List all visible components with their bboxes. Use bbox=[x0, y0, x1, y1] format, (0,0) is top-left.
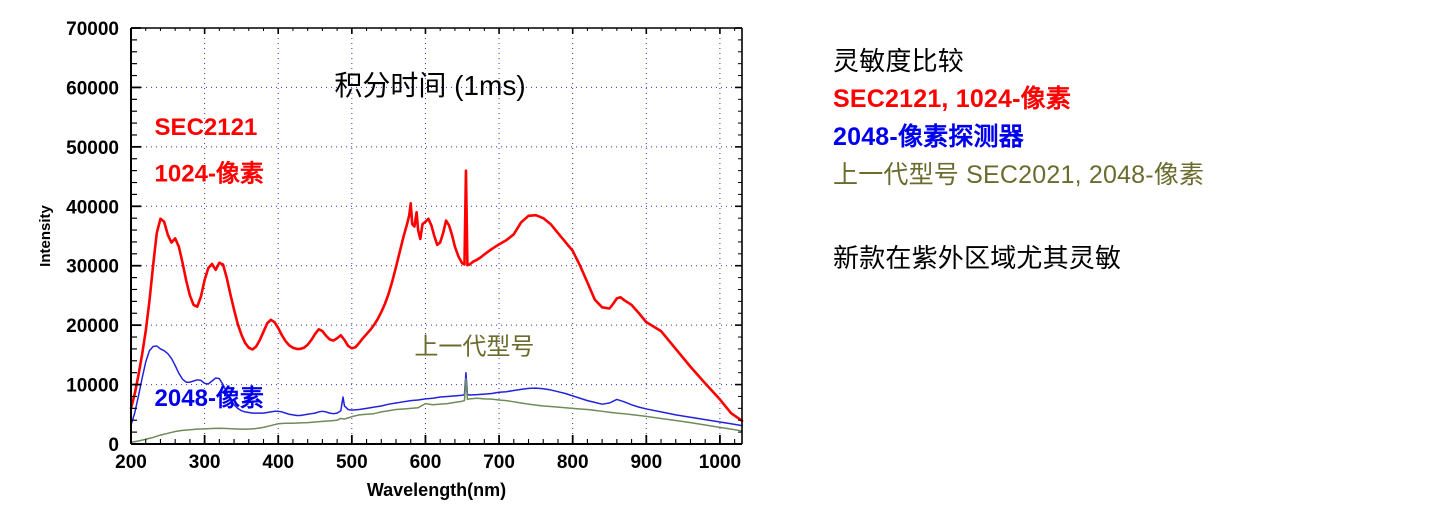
series-line-1 bbox=[129, 169, 744, 423]
x-tick-label: 600 bbox=[410, 452, 442, 473]
series-line-3 bbox=[130, 377, 743, 443]
plot-frame bbox=[130, 27, 743, 445]
annotation-2: 1024-像素 bbox=[155, 160, 264, 187]
spectrum-chart: 200 300 400 500 600 700 800 900 1000010000200003… bbox=[37, 19, 744, 500]
annotation-3: 2048-像素 bbox=[155, 385, 264, 412]
y-tick-label: 70000 bbox=[66, 19, 119, 40]
panel-footer-note: 新款在紫外区域尤其灵敏 bbox=[833, 243, 1122, 273]
y-tick-label: 0 bbox=[108, 435, 119, 456]
x-axis-title: Wavelength(nm) bbox=[367, 480, 506, 500]
annotation-1: SEC2121 bbox=[155, 114, 258, 141]
x-tick-label: 700 bbox=[483, 452, 515, 473]
y-tick-label: 10000 bbox=[66, 376, 119, 397]
data-series-group bbox=[129, 169, 744, 443]
chart-annotations: SEC2121 1024-像素 2048-像素 上一代型号 bbox=[155, 114, 535, 412]
x-tick-label: 300 bbox=[189, 452, 221, 473]
spacer bbox=[833, 201, 1423, 245]
x-tick-label: 200 bbox=[115, 452, 147, 473]
chart-title: 积分时间 (1ms) bbox=[334, 70, 525, 101]
y-tick-label: 50000 bbox=[66, 138, 119, 159]
panel-heading: 灵敏度比较 bbox=[833, 46, 965, 76]
y-axis-title: Intensity bbox=[37, 205, 54, 267]
y-tick-label: 30000 bbox=[66, 257, 119, 278]
x-tick-label: 1000 bbox=[699, 452, 741, 473]
legend-text-sec2121: SEC2121, 1024-像素 bbox=[833, 85, 1072, 113]
series-line-2 bbox=[130, 345, 743, 427]
x-tick-label: 400 bbox=[262, 452, 294, 473]
y-tick-label: 60000 bbox=[66, 78, 119, 99]
x-tick-label: 800 bbox=[557, 452, 589, 473]
y-tick-label: 40000 bbox=[66, 197, 119, 218]
spectrum-chart-panel: 200 300 400 500 600 700 800 900 1000 0 10000 20000 3… bbox=[37, 19, 744, 500]
y-tick-label: 20000 bbox=[66, 316, 119, 337]
axis-ticks: 200 300 400 500 600 700 800 900 1000010000200003… bbox=[66, 19, 742, 473]
x-tick-label: 900 bbox=[630, 452, 662, 473]
x-tick-label: 500 bbox=[336, 452, 368, 473]
legend-text-previous-model: 上一代型号 SEC2021, 2048-像素 bbox=[833, 161, 1205, 189]
legend-text-2048-detector: 2048-像素探测器 bbox=[833, 123, 1024, 151]
description-text-panel: 灵敏度比较 SEC2121, 1024-像素 2048-像素探测器 上一代型号 … bbox=[833, 48, 1423, 348]
annotation-4: 上一代型号 bbox=[414, 333, 534, 360]
